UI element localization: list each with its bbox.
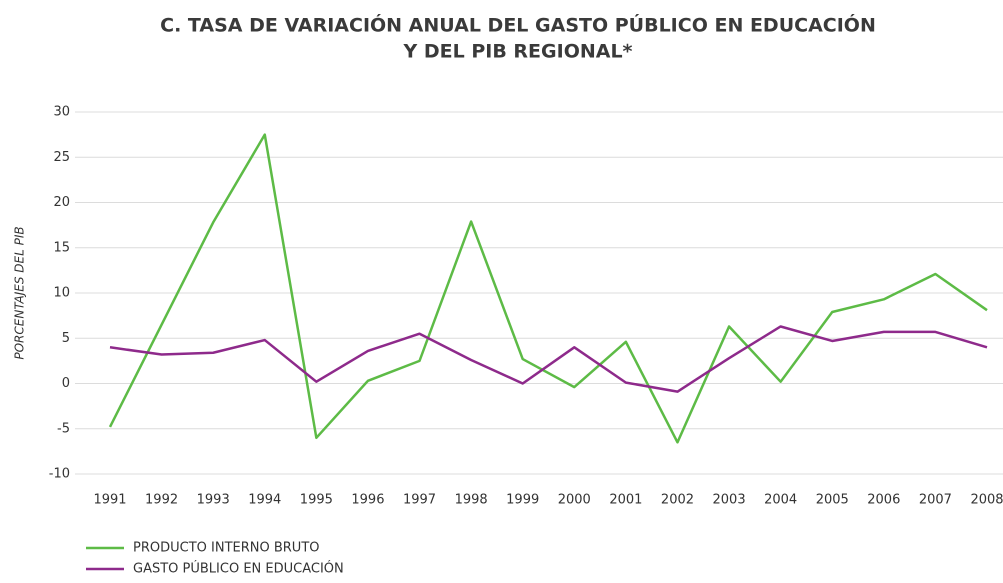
- x-tick-label: 2002: [661, 493, 694, 508]
- x-tick-label: 2007: [919, 493, 952, 508]
- x-tick-label: 2006: [867, 493, 900, 508]
- x-tick-label: 1992: [145, 493, 178, 508]
- y-axis-label: PORCENTAJES DEL PIB: [13, 226, 27, 359]
- x-tick-label: 1995: [300, 493, 333, 508]
- x-tick-label: 2005: [816, 493, 849, 508]
- y-tick-label: -5: [57, 421, 70, 436]
- x-tick-label: 1998: [455, 493, 488, 508]
- y-tick-label: 30: [53, 105, 70, 120]
- x-tick-label: 2000: [558, 493, 591, 508]
- y-tick-label: -10: [49, 467, 70, 482]
- chart-title: C. TASA DE VARIACIÓN ANUAL DEL GASTO PÚB…: [160, 13, 876, 37]
- legend-label: GASTO PÚBLICO EN EDUCACIÓN: [133, 561, 344, 577]
- x-tick-label: 1991: [93, 493, 126, 508]
- x-tick-label: 2008: [970, 493, 1003, 508]
- x-tick-label: 1997: [403, 493, 436, 508]
- series-line: [108, 133, 988, 444]
- y-tick-label: 5: [62, 331, 70, 346]
- y-tick-label: 20: [53, 195, 70, 210]
- x-tick-label: 2003: [713, 493, 746, 508]
- y-tick-label: 10: [53, 286, 70, 301]
- x-tick-label: 1999: [506, 493, 539, 508]
- x-tick-label: 1993: [197, 493, 230, 508]
- x-tick-label: 1996: [351, 493, 384, 508]
- x-tick-label: 2004: [764, 493, 797, 508]
- chart-title: Y DEL PIB REGIONAL*: [402, 41, 632, 63]
- legend-label: PRODUCTO INTERNO BRUTO: [133, 541, 320, 556]
- x-tick-label: 1994: [248, 493, 281, 508]
- y-tick-label: 25: [53, 150, 70, 165]
- y-tick-label: 0: [62, 376, 70, 391]
- x-tick-label: 2001: [609, 493, 642, 508]
- series-line: [109, 325, 988, 393]
- y-tick-label: 15: [53, 240, 70, 255]
